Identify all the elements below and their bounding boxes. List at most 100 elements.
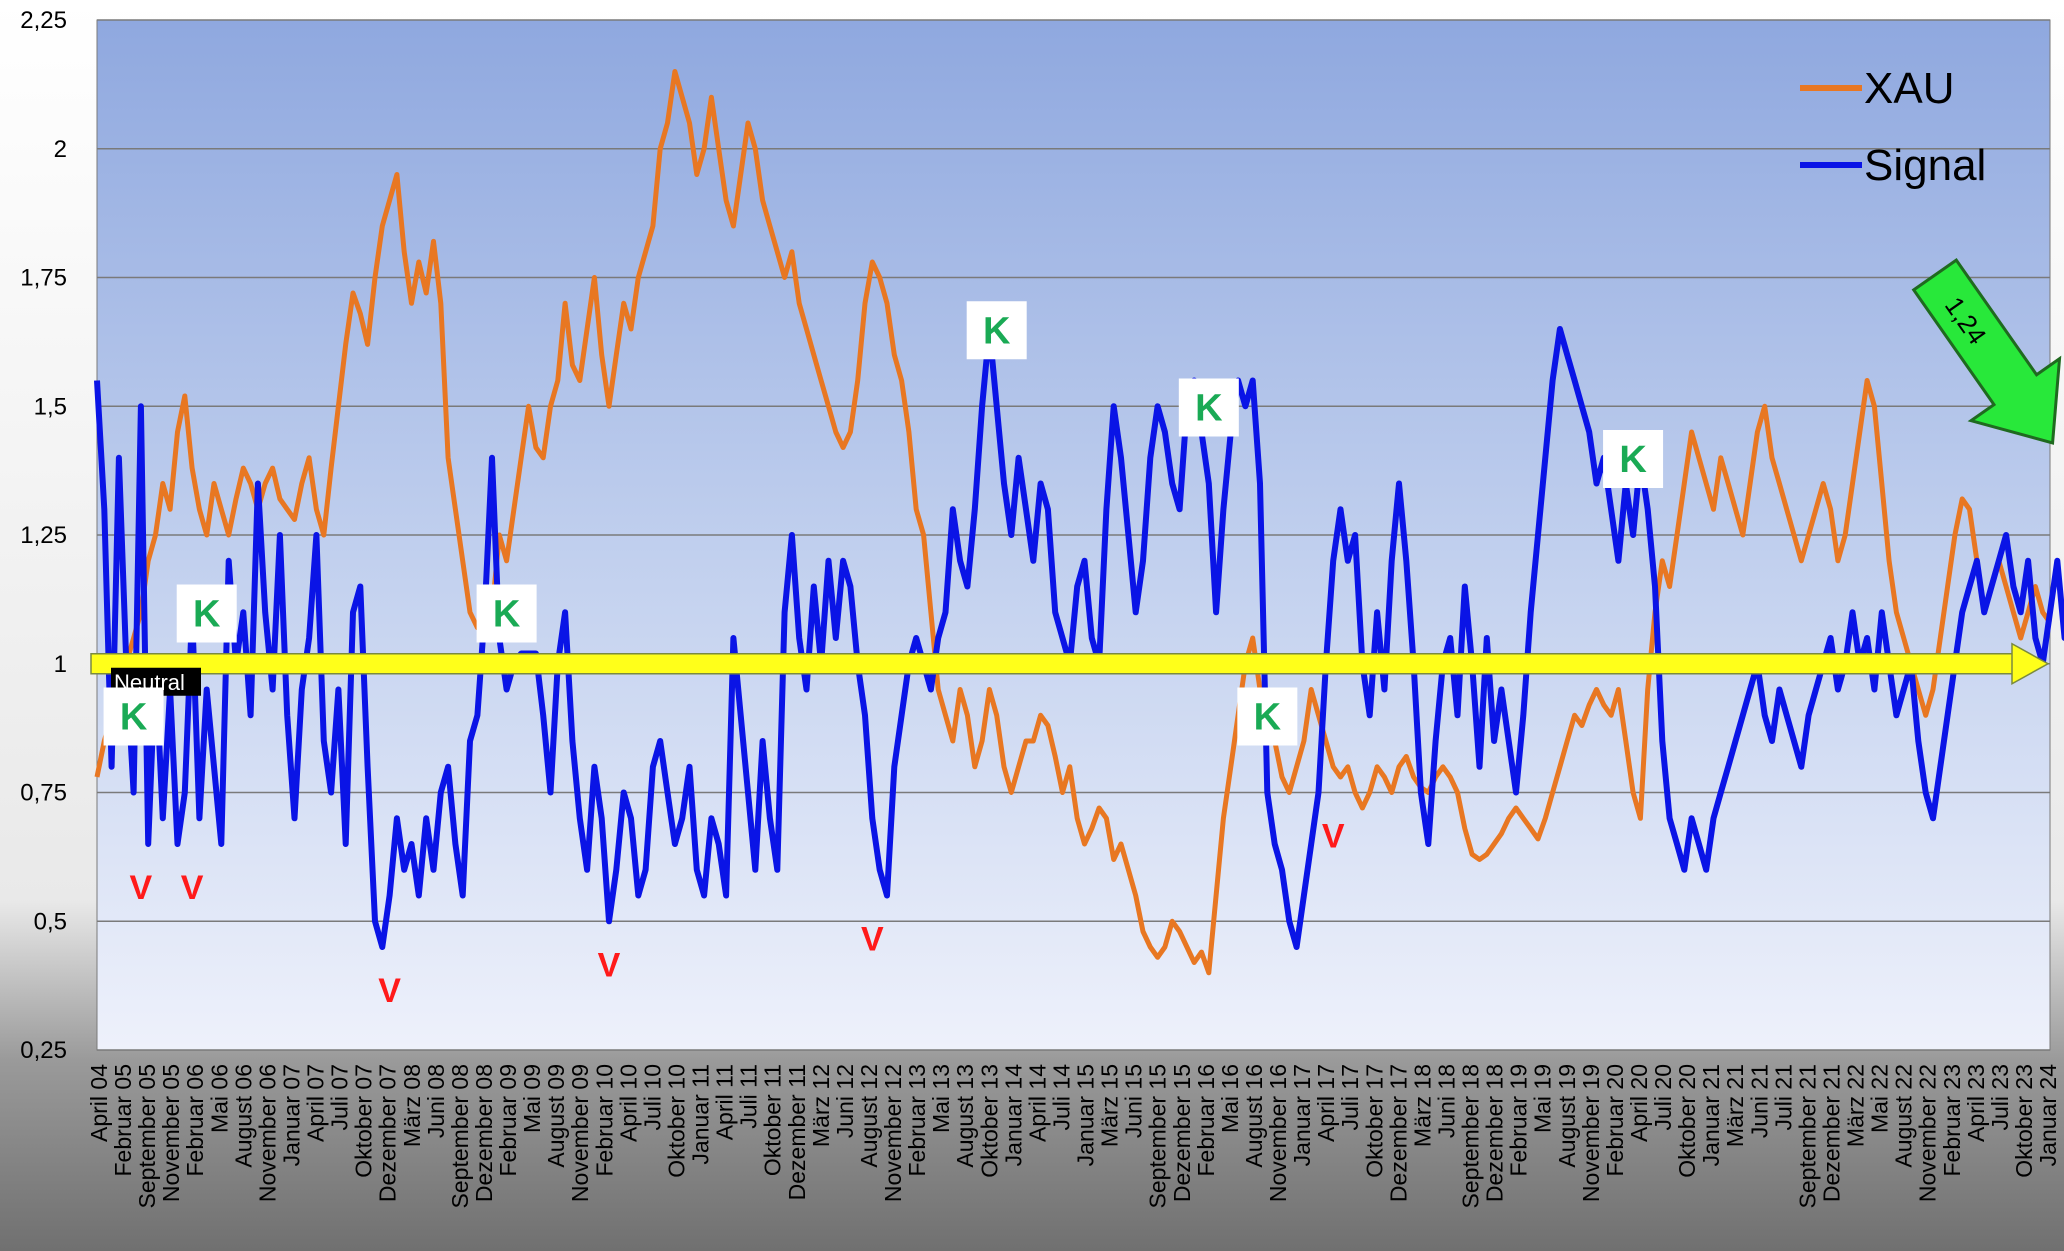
legend-label-xau: XAU xyxy=(1864,64,1954,113)
series-layer xyxy=(94,69,2064,976)
x-tick-label: September 15 xyxy=(1145,1064,1171,1208)
y-tick-label: 1,25 xyxy=(20,522,67,549)
x-tick-label: Mai 09 xyxy=(519,1064,545,1133)
k-label: K xyxy=(493,594,521,636)
neutral-arrowhead xyxy=(2011,642,2050,686)
x-tick-label: Januar 17 xyxy=(1289,1064,1315,1166)
x-tick-label: März 08 xyxy=(399,1064,425,1147)
x-tick-label: Dezember 08 xyxy=(471,1064,497,1202)
x-tick-label: März 12 xyxy=(808,1064,834,1147)
x-tick-label: Oktober 17 xyxy=(1361,1064,1387,1178)
x-tick-label: Juli 07 xyxy=(327,1064,353,1130)
x-tick-label: August 16 xyxy=(1241,1064,1267,1168)
x-tick-label: Juli 20 xyxy=(1650,1064,1676,1130)
x-tick-label: Juni 08 xyxy=(423,1064,449,1138)
v-label: V xyxy=(181,869,204,907)
y-tick-label: 1,75 xyxy=(20,265,67,292)
x-tick-label: August 22 xyxy=(1891,1064,1917,1168)
v-label: V xyxy=(598,946,621,984)
x-tick-label: November 19 xyxy=(1578,1064,1604,1202)
x-tick-label: Mai 13 xyxy=(928,1064,954,1133)
x-tick-label: November 05 xyxy=(158,1064,184,1202)
x-tick-label: April 20 xyxy=(1626,1064,1652,1142)
x-tick-label: März 18 xyxy=(1409,1064,1435,1147)
x-tick-label: Februar 23 xyxy=(1939,1064,1965,1177)
x-tick-label: August 19 xyxy=(1554,1064,1580,1168)
current-arrow: 1,24 xyxy=(1911,257,2062,445)
k-label: K xyxy=(1619,439,1647,481)
x-tick-label: September 18 xyxy=(1458,1064,1484,1208)
x-tick-label: Dezember 17 xyxy=(1385,1064,1411,1202)
x-tick-label: April 07 xyxy=(303,1064,329,1142)
x-tick-label: Juni 12 xyxy=(832,1064,858,1138)
x-tick-label: November 22 xyxy=(1915,1064,1941,1202)
x-tick-label: Januar 15 xyxy=(1073,1064,1099,1166)
x-tick-label: Januar 21 xyxy=(1698,1064,1724,1166)
x-tick-label: April 14 xyxy=(1024,1064,1050,1142)
x-tick-label: März 22 xyxy=(1843,1064,1869,1147)
k-label: K xyxy=(1195,388,1223,430)
k-label: K xyxy=(193,594,221,636)
x-tick-label: Juli 14 xyxy=(1049,1064,1075,1131)
x-tick-label: November 12 xyxy=(880,1064,906,1202)
x-tick-label: Dezember 21 xyxy=(1818,1064,1844,1202)
x-tick-label: Mai 19 xyxy=(1530,1064,1556,1133)
x-tick-label: April 23 xyxy=(1963,1064,1989,1142)
x-tick-label: Februar 09 xyxy=(495,1064,521,1177)
x-tick-label: Februar 19 xyxy=(1506,1064,1532,1177)
x-tick-label: Dezember 15 xyxy=(1169,1064,1195,1202)
y-tick-label: 2,25 xyxy=(20,7,67,34)
x-tick-label: Januar 14 xyxy=(1000,1064,1026,1167)
x-tick-label: Februar 05 xyxy=(110,1064,136,1177)
x-tick-label: Februar 16 xyxy=(1193,1064,1219,1177)
k-label: K xyxy=(120,697,148,739)
x-tick-label: Oktober 11 xyxy=(760,1064,786,1176)
x-tick-label: Januar 11 xyxy=(688,1064,714,1165)
k-label-box xyxy=(1178,378,1239,437)
x-tick-label: Februar 06 xyxy=(182,1064,208,1177)
y-tick-label: 1 xyxy=(54,651,67,678)
x-tick-label: April 11 xyxy=(712,1064,738,1140)
y-tick-label: 0,25 xyxy=(20,1037,67,1064)
y-tick-label: 1,5 xyxy=(34,393,67,420)
x-tick-label: Oktober 13 xyxy=(976,1064,1002,1178)
x-tick-label: Oktober 10 xyxy=(664,1064,690,1178)
x-tick-label: August 06 xyxy=(230,1064,256,1168)
y-tick-label: 2 xyxy=(54,136,67,163)
x-tick-label: Juli 11 xyxy=(736,1064,762,1129)
k-label-box xyxy=(966,301,1027,360)
x-tick-label: August 12 xyxy=(856,1064,882,1168)
neutral-line: Neutral xyxy=(90,642,2050,696)
x-tick-label: September 05 xyxy=(134,1064,160,1208)
x-tick-label: Juli 23 xyxy=(1987,1064,2013,1130)
y-tick-label: 0,5 xyxy=(34,908,67,935)
x-tick-label: Mai 06 xyxy=(206,1064,232,1133)
k-label-box xyxy=(1603,430,1664,488)
x-tick-label: September 08 xyxy=(447,1064,473,1208)
k-label-box xyxy=(103,687,164,746)
x-tick-label: Juli 17 xyxy=(1337,1064,1363,1130)
x-tick-label: März 21 xyxy=(1722,1064,1748,1147)
x-tick-label: Juli 21 xyxy=(1770,1064,1796,1130)
k-label: K xyxy=(1254,697,1282,739)
x-tick-label: November 09 xyxy=(567,1064,593,1202)
x-tick-label: Mai 22 xyxy=(1867,1064,1893,1133)
legend: XAU Signal xyxy=(1800,64,1986,190)
x-tick-label: April 17 xyxy=(1313,1064,1339,1142)
x-tick-label: Februar 20 xyxy=(1602,1064,1628,1177)
x-tick-label: Januar 07 xyxy=(279,1064,305,1166)
x-tick-label: Februar 13 xyxy=(904,1064,930,1177)
x-tick-label: Juni 21 xyxy=(1746,1064,1772,1138)
legend-label-signal: Signal xyxy=(1864,141,1986,190)
x-tick-label: November 06 xyxy=(254,1064,280,1202)
x-tick-label: Oktober 23 xyxy=(2011,1064,2037,1178)
y-tick-label: 0,75 xyxy=(20,780,67,807)
k-label: K xyxy=(983,310,1011,352)
v-label: V xyxy=(861,921,884,959)
x-tick-label: September 21 xyxy=(1794,1064,1820,1208)
x-tick-label: Juni 18 xyxy=(1434,1064,1460,1138)
x-tick-label: April 04 xyxy=(86,1064,112,1142)
neutral-bar xyxy=(90,653,2015,675)
